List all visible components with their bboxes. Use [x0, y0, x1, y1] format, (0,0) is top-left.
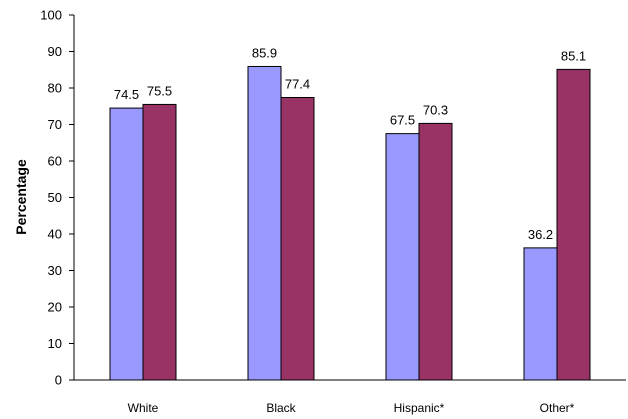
y-tick-label: 40	[48, 227, 62, 242]
bar-black-2	[280, 96, 315, 381]
category-labels: White Black Hispanic* Other*	[128, 401, 575, 415]
data-labels: 74.5 75.5 85.9 77.4 67.5 70.3 36.2 85.1	[114, 45, 586, 241]
y-tick-label: 60	[48, 154, 62, 169]
y-tick-label: 0	[55, 373, 62, 388]
bar-black-1	[247, 65, 282, 381]
y-tick-label: 20	[48, 300, 62, 315]
bar-white-2	[142, 103, 177, 381]
data-label: 85.1	[561, 48, 586, 63]
bar-white-1	[109, 107, 144, 381]
data-label: 67.5	[390, 113, 415, 128]
bar-other-2	[556, 68, 591, 381]
data-label: 77.4	[285, 76, 310, 91]
y-tick-label: 50	[48, 190, 62, 205]
y-tick-label: 90	[48, 44, 62, 59]
y-tick-label: 100	[40, 8, 62, 23]
x-category-label: Hispanic*	[394, 401, 445, 415]
y-tick-label: 70	[48, 117, 62, 132]
bar-other-1	[523, 247, 558, 381]
x-category-label: Other*	[540, 401, 575, 415]
data-label: 36.2	[528, 227, 553, 242]
y-tick-label: 30	[48, 263, 62, 278]
bar-hispanic-2	[418, 122, 453, 381]
data-label: 74.5	[114, 87, 139, 102]
y-axis-ticks: 0 10 20 30 40 50 60 70 80 90 100	[40, 8, 74, 388]
data-label: 75.5	[147, 83, 172, 98]
data-label: 70.3	[423, 102, 448, 117]
bars	[109, 65, 591, 381]
y-tick-label: 10	[48, 336, 62, 351]
x-category-label: White	[128, 401, 159, 415]
bar-hispanic-1	[385, 133, 420, 381]
y-tick-label: 80	[48, 81, 62, 96]
data-label: 85.9	[252, 45, 277, 60]
x-category-label: Black	[266, 401, 296, 415]
y-axis-title: Percentage	[13, 159, 29, 235]
